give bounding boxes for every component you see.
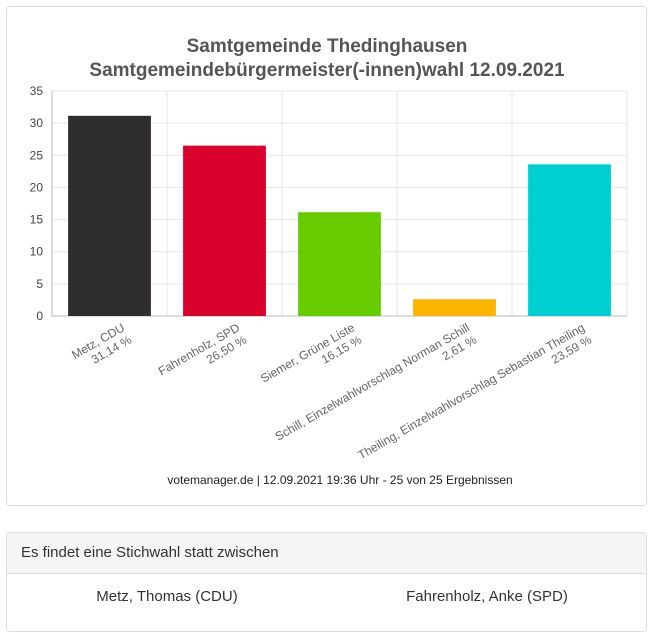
chart-card: Samtgemeinde Thedinghausen Samtgemeindeb… [6,6,647,506]
x-tick-label: Metz, CDU31,14 % [69,320,134,374]
x-tick-label: Siemer, Grüne Liste16,15 % [258,320,364,397]
runoff-candidate: Metz, Thomas (CDU) [96,588,238,605]
runoff-header: Es findet eine Stichwahl statt zwischen [7,533,646,574]
bar[interactable] [298,212,381,316]
x-tick-label: Fahrenholz, SPD26,50 % [156,320,249,390]
y-tick-label: 35 [30,84,44,98]
chart-title: Samtgemeinde Thedinghausen [187,36,468,57]
bar[interactable] [413,299,496,316]
bar-chart: Samtgemeinde Thedinghausen Samtgemeindeb… [30,36,628,487]
bar[interactable] [68,115,151,316]
category-name: Schill, Einzelwahlvorschlag Norman Schil… [273,320,472,443]
y-tick-label: 30 [30,116,44,130]
bar[interactable] [528,164,611,316]
y-tick-label: 20 [30,180,44,194]
bar[interactable] [183,145,266,316]
runoff-candidates: Metz, Thomas (CDU) Fahrenholz, Anke (SPD… [7,574,646,631]
y-tick-label: 25 [30,148,44,162]
chart-source: votemanager.de | 12.09.2021 19:36 Uhr - … [167,473,512,487]
runoff-candidate: Fahrenholz, Anke (SPD) [406,588,568,605]
y-tick-label: 15 [30,213,44,227]
y-tick-label: 5 [36,277,43,291]
runoff-card: Es findet eine Stichwahl statt zwischen … [6,532,647,632]
y-tick-label: 0 [36,309,43,323]
x-tick-label: Schill, Einzelwahlvorschlag Norman Schil… [273,320,480,455]
y-tick-label: 10 [30,245,44,259]
chart-subtitle: Samtgemeindebürgermeister(-innen)wahl 12… [89,60,565,81]
